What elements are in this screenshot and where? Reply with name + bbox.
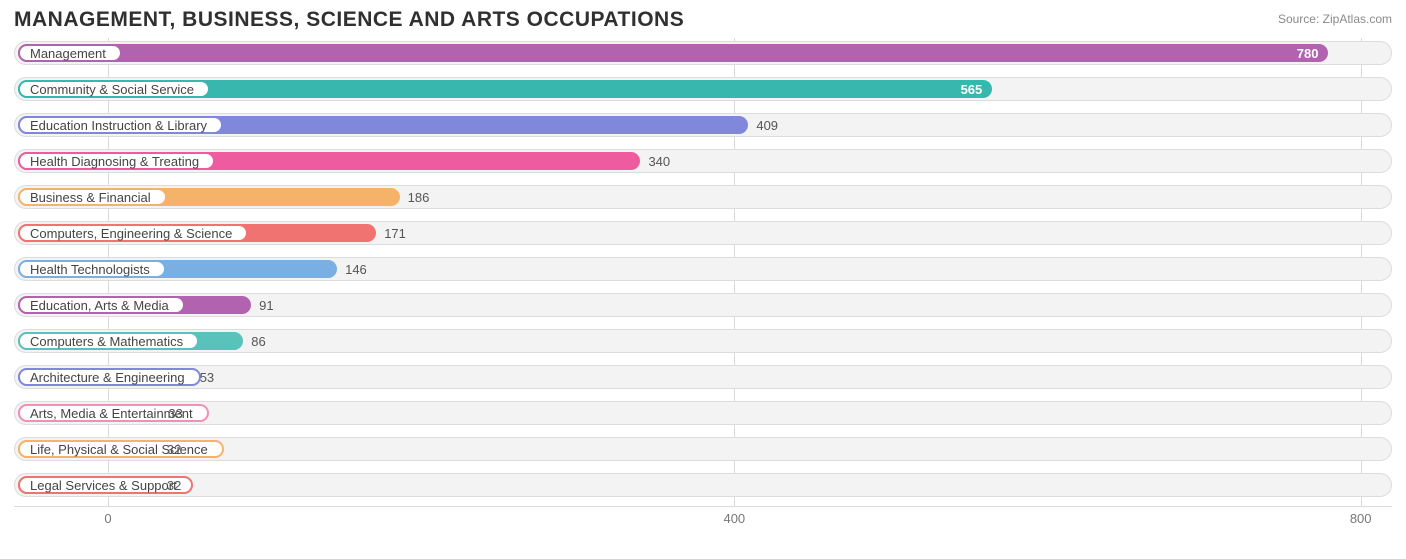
bar-row: Legal Services & Support32 xyxy=(14,470,1392,500)
bar-label-pill: Health Diagnosing & Treating xyxy=(18,152,215,170)
bar-label-pill: Architecture & Engineering xyxy=(18,368,201,386)
bar-label-pill: Life, Physical & Social Science xyxy=(18,440,224,458)
bar-track: Health Diagnosing & Treating 340 xyxy=(14,149,1392,173)
bar-row: Education, Arts & Media 91 xyxy=(14,290,1392,320)
bar-track: Computers & Mathematics 86 xyxy=(14,329,1392,353)
bar-row: Health Diagnosing & Treating 340 xyxy=(14,146,1392,176)
bar-row: Life, Physical & Social Science32 xyxy=(14,434,1392,464)
bar-label-pill: Management xyxy=(18,44,122,62)
x-tick-label: 0 xyxy=(104,511,111,526)
bar-track: Architecture & Engineering53 xyxy=(14,365,1392,389)
bar-label-pill: Health Technologists xyxy=(18,260,166,278)
bar-track: Computers, Engineering & Science 171 xyxy=(14,221,1392,245)
bar-value: 91 xyxy=(259,294,273,316)
bar-label-pill: Business & Financial xyxy=(18,188,167,206)
bar-value: 86 xyxy=(251,330,265,352)
bar-track: Legal Services & Support32 xyxy=(14,473,1392,497)
bar-track: Health Technologists 146 xyxy=(14,257,1392,281)
x-axis: 0 400 800 xyxy=(14,506,1392,530)
bar-track: Arts, Media & Entertainment33 xyxy=(14,401,1392,425)
bar-fill xyxy=(18,44,1328,62)
bar-row: Community & Social Service 565 xyxy=(14,74,1392,104)
bar-row: Computers, Engineering & Science 171 xyxy=(14,218,1392,248)
bar-value: 340 xyxy=(648,150,670,172)
bar-value: 33 xyxy=(168,402,182,424)
bar-label-pill: Computers, Engineering & Science xyxy=(18,224,248,242)
bar-value: 565 xyxy=(961,78,983,100)
bar-value: 409 xyxy=(756,114,778,136)
bar-label-pill: Education Instruction & Library xyxy=(18,116,223,134)
chart-source: Source: ZipAtlas.com xyxy=(1278,8,1392,26)
x-tick-label: 800 xyxy=(1350,511,1372,526)
bar-row: Management 780 xyxy=(14,38,1392,68)
bar-track: Community & Social Service 565 xyxy=(14,77,1392,101)
chart-title: MANAGEMENT, BUSINESS, SCIENCE AND ARTS O… xyxy=(14,8,684,32)
bar-label-pill: Community & Social Service xyxy=(18,80,210,98)
bar-row: Health Technologists 146 xyxy=(14,254,1392,284)
bar-row: Arts, Media & Entertainment33 xyxy=(14,398,1392,428)
bar-value: 32 xyxy=(167,438,181,460)
bar-label-pill: Computers & Mathematics xyxy=(18,332,199,350)
bar-row: Computers & Mathematics 86 xyxy=(14,326,1392,356)
bar-track: Management 780 xyxy=(14,41,1392,65)
bar-value: 780 xyxy=(1297,42,1319,64)
bar-row: Business & Financial 186 xyxy=(14,182,1392,212)
bar-value: 146 xyxy=(345,258,367,280)
bar-value: 53 xyxy=(200,366,214,388)
chart-header: MANAGEMENT, BUSINESS, SCIENCE AND ARTS O… xyxy=(14,8,1392,32)
bar-value: 171 xyxy=(384,222,406,244)
bar-chart: Management 780 Community & Social Service 5… xyxy=(14,38,1392,530)
bar-track: Business & Financial 186 xyxy=(14,185,1392,209)
bar-row: Architecture & Engineering53 xyxy=(14,362,1392,392)
bar-track: Education, Arts & Media 91 xyxy=(14,293,1392,317)
bar-value: 186 xyxy=(408,186,430,208)
bar-track: Education Instruction & Library 409 xyxy=(14,113,1392,137)
bar-value: 32 xyxy=(167,474,181,496)
bar-label-pill: Education, Arts & Media xyxy=(18,296,185,314)
bar-track: Life, Physical & Social Science32 xyxy=(14,437,1392,461)
x-tick-label: 400 xyxy=(723,511,745,526)
bar-row: Education Instruction & Library 409 xyxy=(14,110,1392,140)
